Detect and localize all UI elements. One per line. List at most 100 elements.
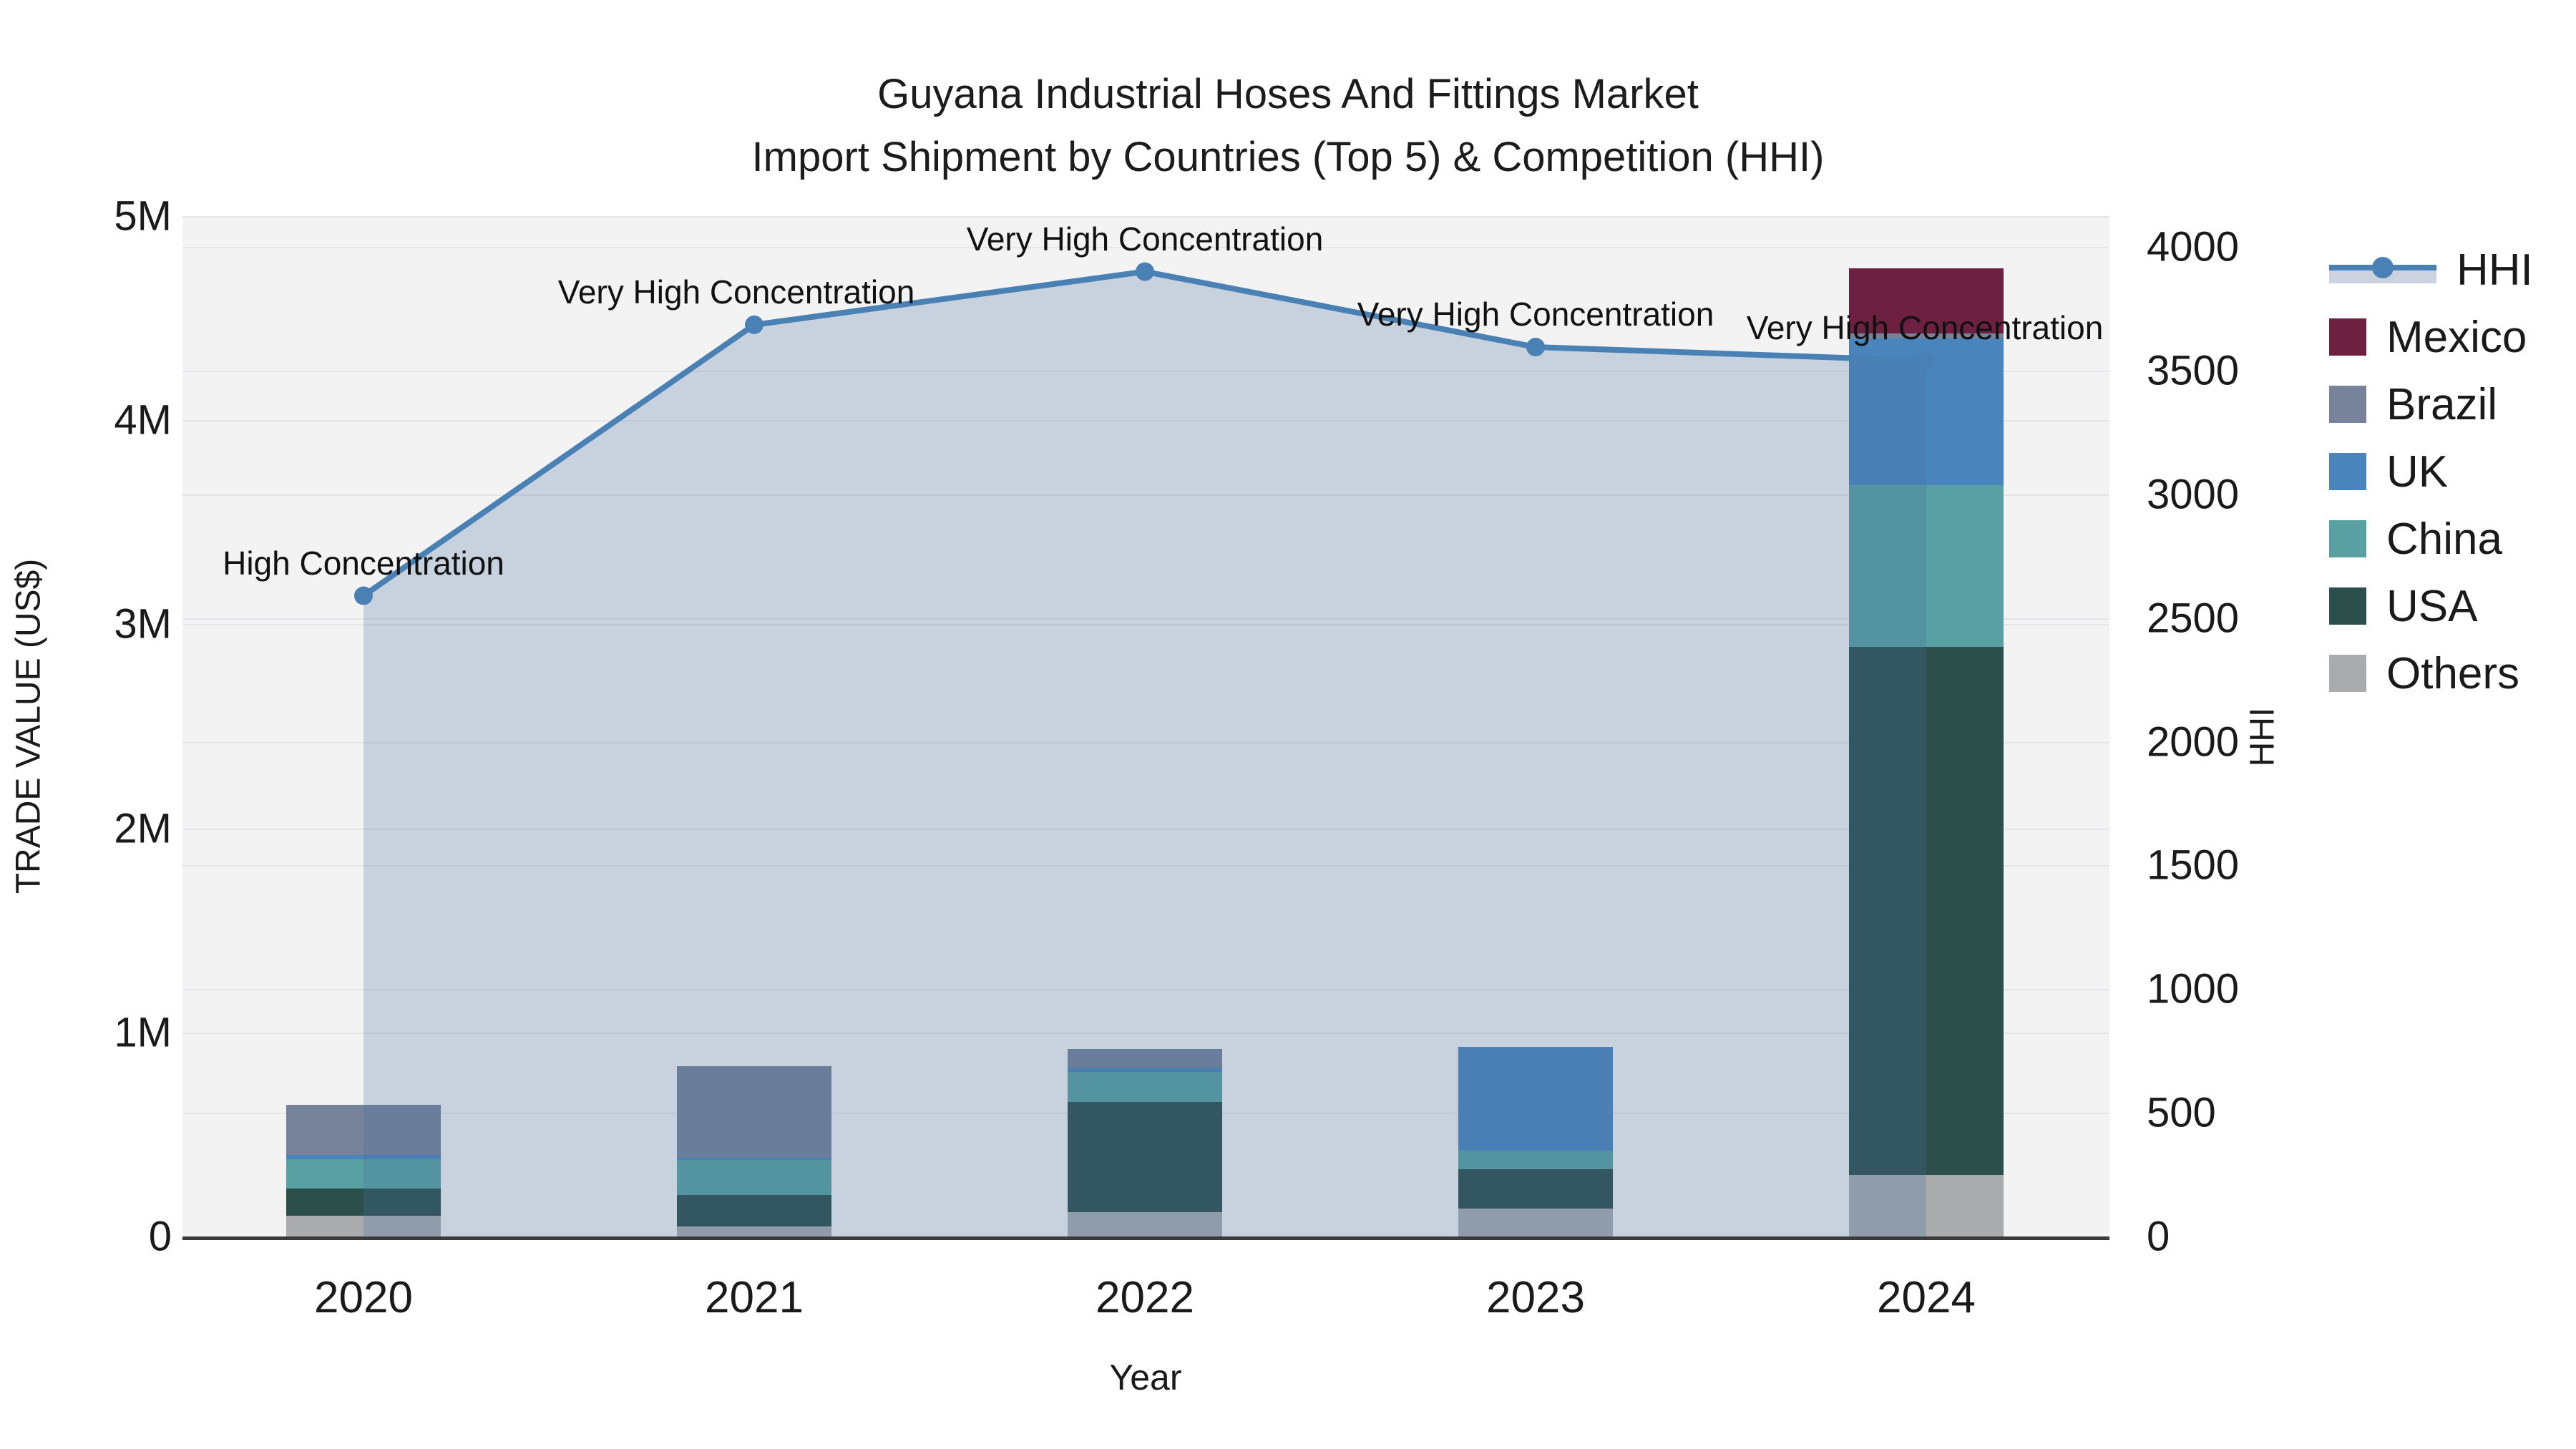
y-left-axis-title: TRADE VALUE (US$)	[9, 558, 48, 894]
bar-segment-china-2024	[1849, 485, 2004, 647]
y-right-tick-1500: 1500	[2147, 841, 2240, 889]
gridline-right-2000	[182, 741, 2109, 743]
gridline-left-4M	[182, 420, 2109, 422]
gridline-left-3M	[182, 624, 2109, 626]
bar-segment-mexico-2024	[1849, 268, 2004, 333]
gridline-left-5M	[182, 216, 2109, 218]
chart-title-line2: Import Shipment by Countries (Top 5) & C…	[751, 134, 1825, 180]
hhi-marker-2021	[745, 315, 763, 334]
bar-segment-uk-2023	[1458, 1046, 1613, 1151]
bar-segment-usa-2023	[1458, 1169, 1613, 1209]
legend-swatch-usa	[2329, 587, 2366, 625]
bar-segment-china-2022	[1068, 1072, 1222, 1102]
legend-swatch-mexico	[2329, 318, 2366, 356]
legend-item-usa[interactable]: USA	[2329, 572, 2533, 640]
bar-segment-others-2023	[1458, 1209, 1613, 1236]
gridline-right-3500	[182, 370, 2109, 372]
gridline-right-1500	[182, 865, 2109, 867]
legend-item-hhi[interactable]: HHI	[2329, 236, 2533, 303]
bar-segment-others-2021	[677, 1226, 831, 1236]
legend-item-china[interactable]: China	[2329, 505, 2533, 572]
legend-label-mexico: Mexico	[2386, 312, 2527, 362]
bar-segment-usa-2021	[677, 1194, 831, 1226]
legend-swatch-uk	[2329, 453, 2366, 490]
gridline-left-2M	[182, 828, 2109, 830]
x-tick-2024: 2024	[1877, 1273, 1976, 1322]
y-left-tick-0: 0	[148, 1213, 172, 1260]
x-tick-2020: 2020	[314, 1273, 413, 1322]
y-right-tick-0: 0	[2147, 1213, 2170, 1260]
gridline-right-4000	[182, 247, 2109, 248]
legend-item-brazil[interactable]: Brazil	[2329, 371, 2533, 438]
annotation-2024: Very High Concentration	[1746, 309, 2104, 347]
legend-item-mexico[interactable]: Mexico	[2329, 303, 2533, 371]
gridline-right-3000	[182, 494, 2109, 496]
gridline-left-1M	[182, 1032, 2109, 1034]
legend-item-uk[interactable]: UK	[2329, 438, 2533, 505]
hhi-marker-2022	[1136, 262, 1154, 281]
y-right-tick-2500: 2500	[2147, 595, 2240, 642]
y-right-tick-3000: 3000	[2147, 471, 2240, 518]
x-tick-2022: 2022	[1096, 1273, 1194, 1322]
y-left-tick-2M: 2M	[114, 805, 172, 852]
legend: HHI Mexico Brazil UK China USA Others	[2329, 236, 2533, 707]
bar-segment-usa-2022	[1068, 1101, 1222, 1212]
hhi-marker-2020	[354, 586, 373, 605]
bar-segment-brazil-2024	[1849, 333, 2004, 339]
x-axis-line	[182, 1236, 2109, 1240]
hhi-area-fill	[364, 271, 1926, 1237]
annotation-2021: Very High Concentration	[557, 273, 915, 311]
y-left-tick-1M: 1M	[114, 1009, 172, 1056]
chart-title-line1: Guyana Industrial Hoses And Fittings Mar…	[877, 71, 1699, 117]
bar-segment-others-2024	[1849, 1175, 2004, 1236]
gridline-right-2500	[182, 618, 2109, 620]
bar-segment-china-2023	[1458, 1151, 1613, 1169]
y-left-tick-5M: 5M	[114, 192, 172, 240]
legend-label-hhi: HHI	[2457, 245, 2533, 295]
y-right-tick-500: 500	[2147, 1089, 2216, 1136]
y-right-tick-4000: 4000	[2147, 223, 2240, 270]
y-right-tick-3500: 3500	[2147, 347, 2240, 394]
bar-segment-usa-2020	[286, 1188, 441, 1216]
annotation-2020: High Concentration	[223, 544, 504, 582]
legend-label-others: Others	[2386, 648, 2520, 698]
hhi-marker-2023	[1526, 338, 1545, 357]
legend-swatch-others	[2329, 655, 2366, 692]
legend-label-china: China	[2386, 514, 2502, 564]
hhi-legend-swatch	[2329, 252, 2436, 288]
bar-segment-usa-2024	[1849, 646, 2004, 1176]
bar-segment-brazil-2021	[677, 1065, 831, 1158]
annotation-2022: Very High Concentration	[966, 220, 1324, 258]
hhi-marker-swatch	[2372, 257, 2394, 278]
y-left-tick-3M: 3M	[114, 600, 172, 648]
bar-segment-china-2020	[286, 1158, 441, 1189]
legend-swatch-china	[2329, 520, 2366, 557]
bar-segment-uk-2022	[1068, 1068, 1222, 1073]
legend-item-others[interactable]: Others	[2329, 640, 2533, 707]
legend-swatch-brazil	[2329, 386, 2366, 423]
bar-segment-uk-2020	[286, 1154, 441, 1159]
y-right-axis-title: HHI	[2243, 707, 2282, 767]
bar-segment-uk-2021	[677, 1158, 831, 1161]
bar-segment-brazil-2020	[286, 1105, 441, 1155]
y-left-tick-4M: 4M	[114, 396, 172, 444]
y-right-tick-1000: 1000	[2147, 965, 2240, 1013]
y-right-tick-2000: 2000	[2147, 718, 2240, 765]
legend-label-brazil: Brazil	[2386, 379, 2498, 429]
bar-segment-others-2022	[1068, 1211, 1222, 1236]
bar-segment-others-2020	[286, 1216, 441, 1236]
x-tick-2023: 2023	[1486, 1273, 1585, 1322]
gridline-right-1000	[182, 989, 2109, 991]
x-tick-2021: 2021	[705, 1273, 804, 1322]
chart-title: Guyana Industrial Hoses And Fittings Mar…	[0, 63, 2576, 189]
hhi-marker-2024	[1917, 351, 1936, 371]
legend-label-usa: USA	[2386, 581, 2478, 631]
annotation-2023: Very High Concentration	[1357, 296, 1714, 333]
bar-segment-china-2021	[677, 1160, 831, 1195]
bar-segment-brazil-2022	[1068, 1048, 1222, 1068]
x-axis-title: Year	[1109, 1357, 1182, 1397]
hhi-line-layer	[354, 262, 1936, 1237]
legend-label-uk: UK	[2386, 447, 2449, 497]
plot-area	[182, 216, 2109, 1237]
